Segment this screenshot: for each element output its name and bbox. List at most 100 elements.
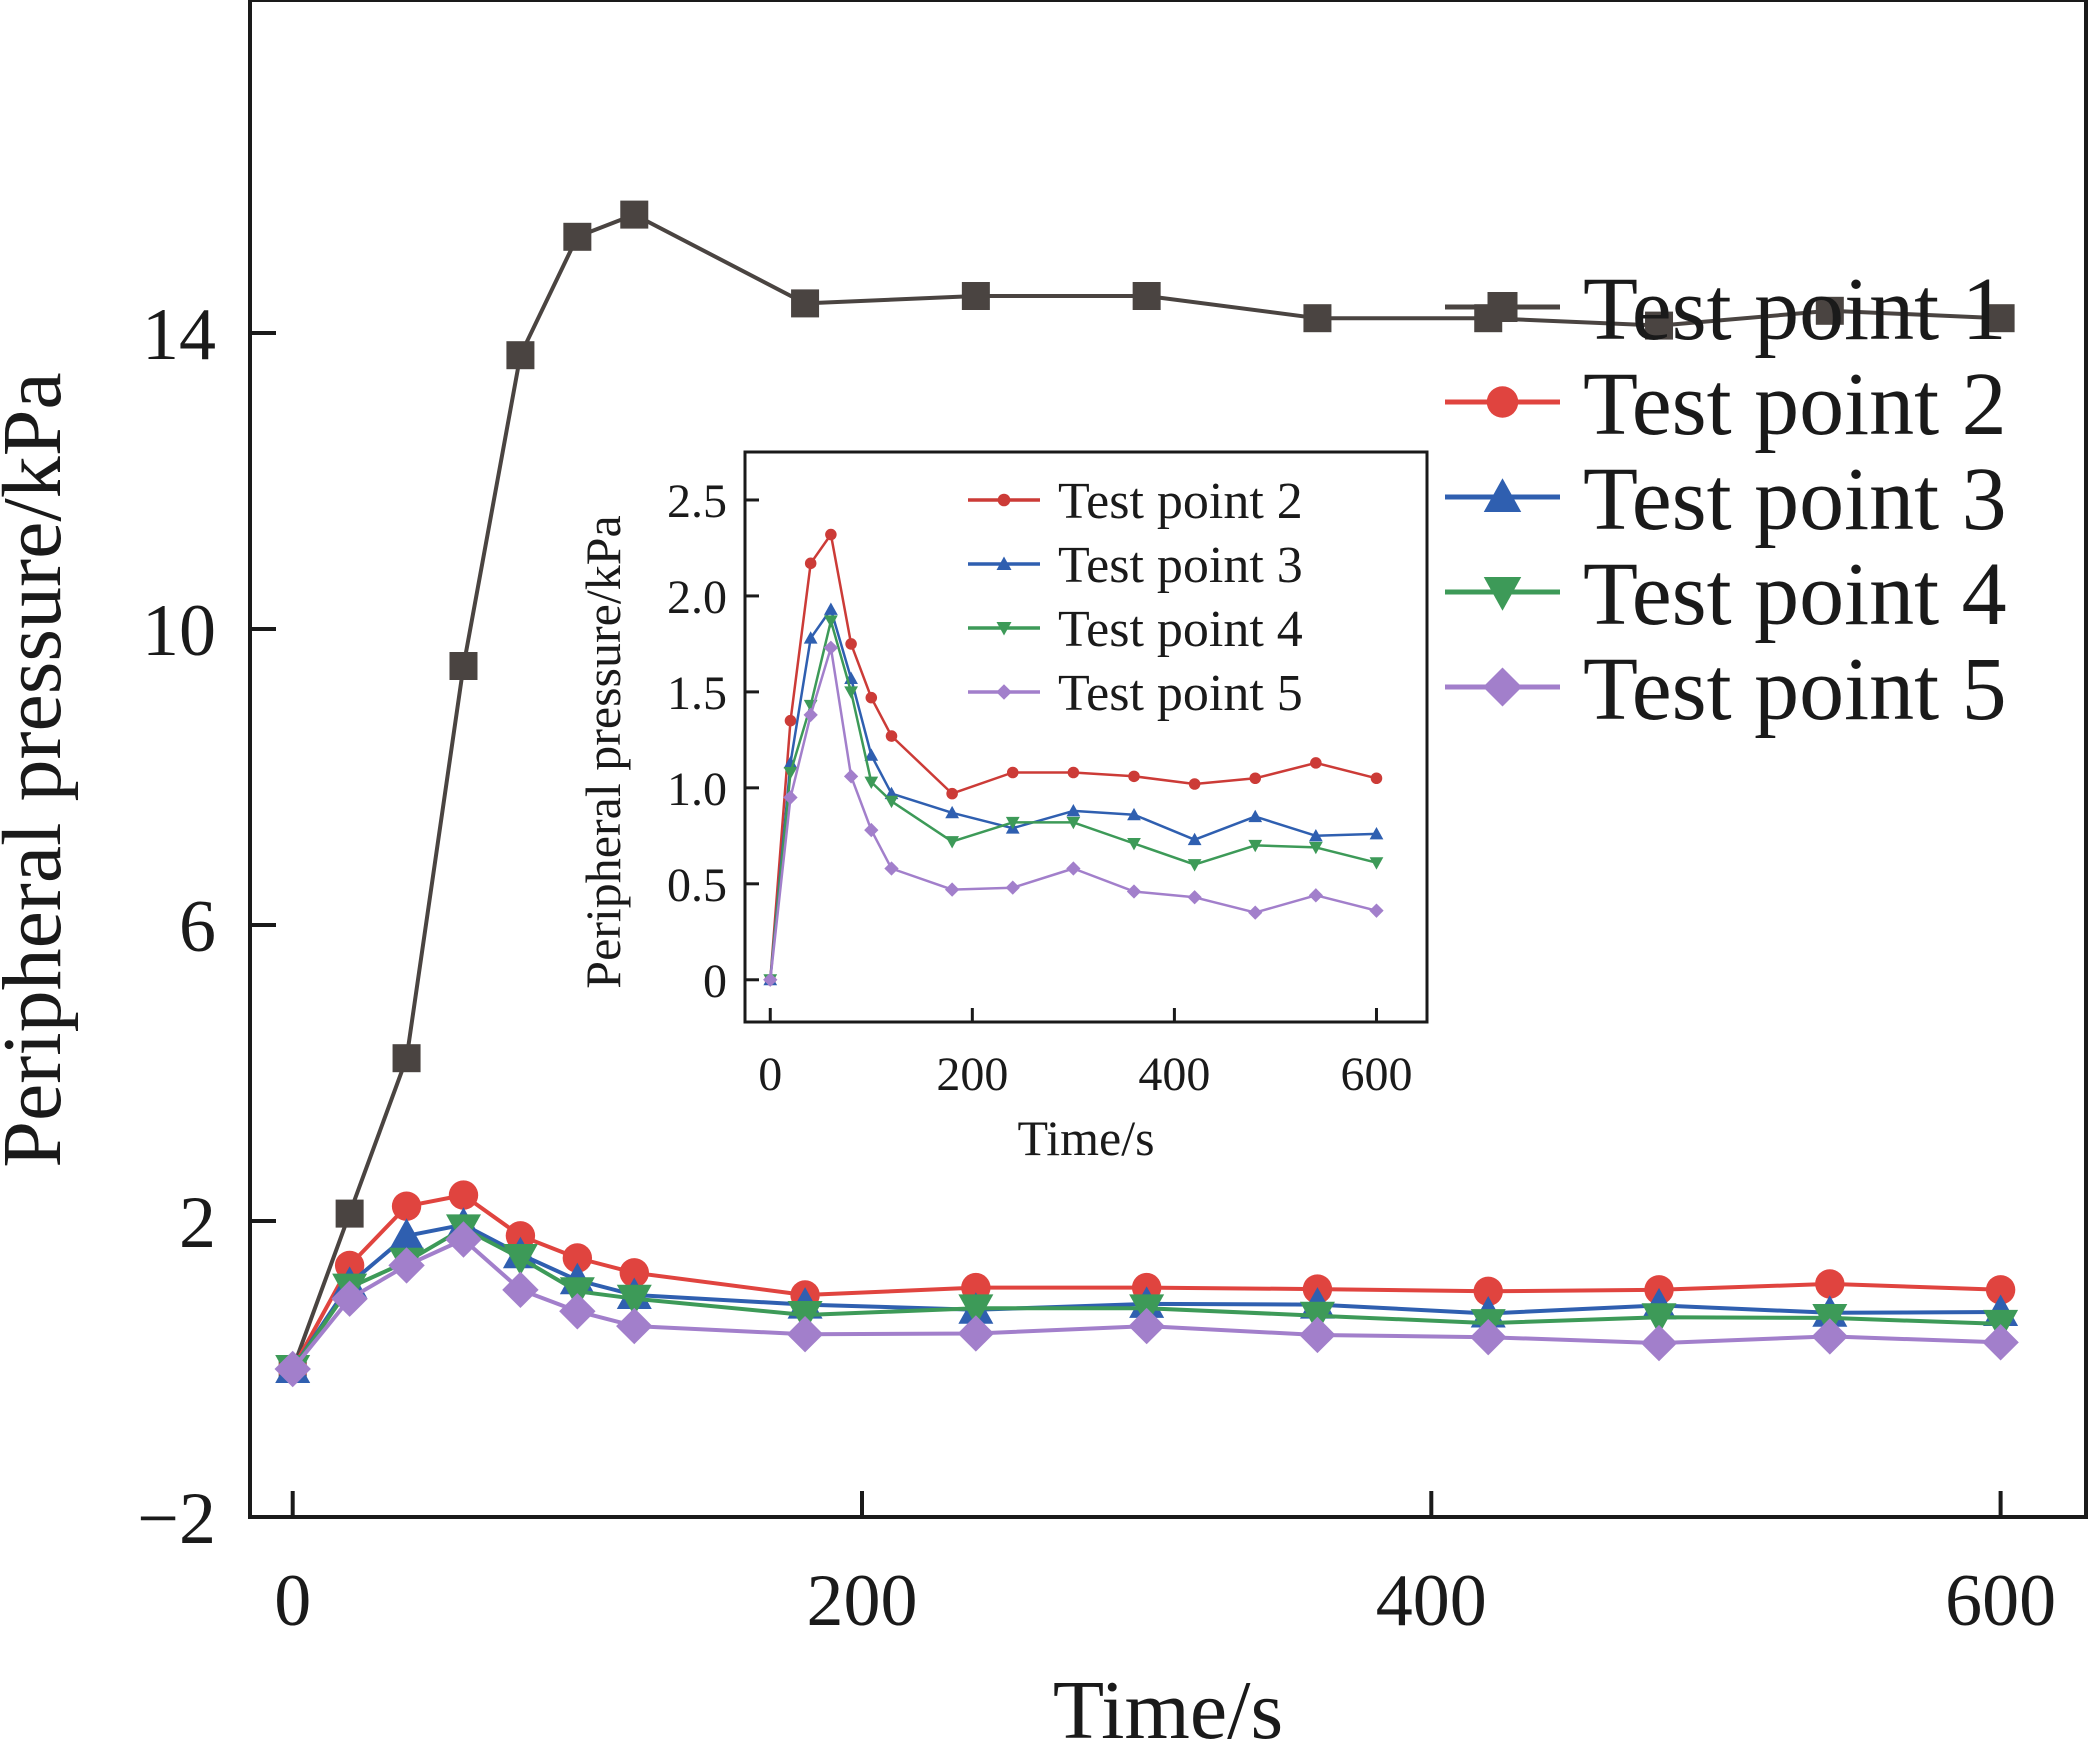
inset-x-axis-title: Time/s bbox=[1017, 1110, 1154, 1166]
inset-legend: Test point 2 Test point 3 Test point 4 Test… bbox=[968, 473, 1303, 722]
main-point-test-point-5 bbox=[274, 1350, 311, 1388]
inset-legend-label: Test point 2 bbox=[1058, 473, 1303, 530]
main-x-tick-label: 600 bbox=[1945, 1560, 2056, 1642]
main-point-test-point-1 bbox=[1645, 311, 1674, 340]
main-legend-marker-test-point-5 bbox=[1483, 667, 1522, 707]
main-point-test-point-4 bbox=[958, 1294, 994, 1326]
main-y-tick-label: 6 bbox=[179, 886, 216, 968]
main-point-test-point-1 bbox=[1815, 296, 1844, 325]
main-point-test-point-2 bbox=[1473, 1276, 1503, 1307]
inset-point-test-point-4 bbox=[1248, 839, 1263, 853]
inset-point-test-point-3 bbox=[1127, 807, 1141, 821]
main-point-test-point-1 bbox=[563, 222, 592, 251]
inset-plot-frame bbox=[743, 450, 1429, 1024]
inset-legend-marker-test-point-2 bbox=[997, 493, 1011, 507]
inset-y-tick-label: 0 bbox=[703, 955, 727, 1008]
inset-point-test-point-5 bbox=[1005, 880, 1020, 895]
main-point-test-point-2 bbox=[619, 1258, 649, 1288]
main-y-tick-label: −2 bbox=[137, 1478, 216, 1560]
main-point-test-point-5 bbox=[1811, 1318, 1849, 1355]
inset-y-tick-label: 1.0 bbox=[667, 763, 727, 816]
main-point-test-point-1 bbox=[791, 289, 820, 318]
main-legend-marker-test-point-2 bbox=[1486, 386, 1519, 418]
inset-point-test-point-3 bbox=[803, 631, 818, 644]
main-plot-frame bbox=[248, 0, 2088, 1519]
main-x-tick-label: 0 bbox=[274, 1560, 311, 1642]
inset-point-test-point-2 bbox=[784, 714, 797, 727]
inset-point-test-point-2 bbox=[1310, 757, 1322, 769]
main-point-test-point-5 bbox=[502, 1271, 539, 1309]
inset-legend-marker-test-point-3 bbox=[996, 556, 1012, 570]
main-point-test-point-2 bbox=[562, 1243, 593, 1273]
main-legend-marker-test-point-3 bbox=[1483, 478, 1522, 512]
inset-series-test-point-5 bbox=[763, 640, 1384, 987]
inset-point-test-point-5 bbox=[763, 972, 778, 987]
main-series-test-point-1 bbox=[278, 200, 2015, 1383]
inset-point-test-point-2 bbox=[804, 557, 817, 570]
inset-point-test-point-5 bbox=[864, 822, 879, 838]
inset-y-tick-label: 1.5 bbox=[667, 667, 727, 720]
inset-point-test-point-5 bbox=[823, 640, 839, 655]
inset-point-test-point-5 bbox=[944, 882, 960, 897]
main-point-test-point-2 bbox=[1985, 1275, 2016, 1305]
main-x-tick-label: 400 bbox=[1376, 1560, 1487, 1642]
inset-point-test-point-2 bbox=[865, 691, 878, 704]
main-point-test-point-4 bbox=[502, 1244, 538, 1276]
main-legend-label: Test point 3 bbox=[1583, 450, 2007, 549]
inset-point-test-point-3 bbox=[1187, 832, 1202, 846]
main-legend-marker-test-point-1 bbox=[1487, 292, 1518, 322]
inset-series-test-point-2 bbox=[764, 528, 1383, 986]
main-point-test-point-5 bbox=[331, 1280, 368, 1317]
main-point-test-point-1 bbox=[961, 282, 990, 310]
inset-point-test-point-4 bbox=[1369, 857, 1384, 870]
inset-x-tick-label: 200 bbox=[936, 1048, 1008, 1101]
main-point-test-point-4 bbox=[559, 1277, 595, 1309]
main-point-test-point-3 bbox=[389, 1218, 425, 1250]
inset-point-test-point-4 bbox=[1308, 841, 1323, 855]
inset-point-test-point-5 bbox=[783, 790, 798, 805]
main-point-test-point-1 bbox=[335, 1199, 364, 1228]
inset-series bbox=[763, 528, 1384, 987]
inset-point-test-point-2 bbox=[825, 528, 837, 541]
inset-point-test-point-4 bbox=[844, 686, 858, 699]
inset-point-test-point-4 bbox=[945, 836, 960, 849]
inset-x-tick-label: 400 bbox=[1138, 1048, 1210, 1101]
inset-chart: 0 200 400 600 0 0.5 1.0 1.5 2.0 2.5 Time/s Periph… bbox=[575, 450, 1429, 1166]
main-point-test-point-1 bbox=[392, 1044, 421, 1073]
main-point-test-point-5 bbox=[445, 1221, 482, 1258]
inset-point-test-point-5 bbox=[803, 707, 818, 723]
inset-point-test-point-2 bbox=[845, 638, 857, 650]
inset-point-test-point-3 bbox=[824, 602, 838, 615]
main-series bbox=[274, 200, 2019, 1388]
inset-point-test-point-2 bbox=[1067, 766, 1080, 779]
inset-point-test-point-4 bbox=[824, 615, 838, 628]
inset-point-test-point-2 bbox=[885, 730, 898, 742]
main-point-test-point-2 bbox=[334, 1250, 365, 1281]
main-point-test-point-5 bbox=[1640, 1324, 1678, 1362]
inset-ticks: 0 200 400 600 0 0.5 1.0 1.5 2.0 2.5 bbox=[667, 475, 1412, 1101]
inset-point-test-point-5 bbox=[1369, 903, 1384, 918]
main-point-test-point-1 bbox=[1132, 282, 1161, 310]
main-point-test-point-2 bbox=[448, 1180, 479, 1210]
inset-point-test-point-5 bbox=[1126, 884, 1142, 899]
inset-point-test-point-4 bbox=[1187, 859, 1202, 872]
main-point-test-point-5 bbox=[786, 1316, 824, 1353]
inset-legend-marker-test-point-4 bbox=[996, 622, 1012, 636]
main-point-test-point-5 bbox=[559, 1293, 596, 1330]
main-point-test-point-1 bbox=[506, 341, 535, 370]
inset-legend-marker-test-point-5 bbox=[996, 684, 1012, 700]
inset-point-test-point-5 bbox=[884, 861, 899, 876]
inset-point-test-point-3 bbox=[1308, 828, 1323, 842]
inset-point-test-point-3 bbox=[1248, 809, 1263, 823]
main-point-test-point-1 bbox=[1303, 304, 1332, 333]
inset-point-test-point-4 bbox=[1066, 816, 1081, 830]
inset-point-test-point-2 bbox=[1006, 766, 1019, 779]
main-point-test-point-5 bbox=[1299, 1316, 1336, 1354]
main-point-test-point-5 bbox=[388, 1247, 425, 1284]
main-point-test-point-2 bbox=[391, 1191, 422, 1221]
inset-point-test-point-2 bbox=[1188, 778, 1201, 790]
inset-point-test-point-5 bbox=[1308, 888, 1324, 903]
main-y-axis-title: Peripheral pressure/kPa bbox=[0, 372, 79, 1167]
main-point-test-point-2 bbox=[1815, 1269, 1845, 1299]
